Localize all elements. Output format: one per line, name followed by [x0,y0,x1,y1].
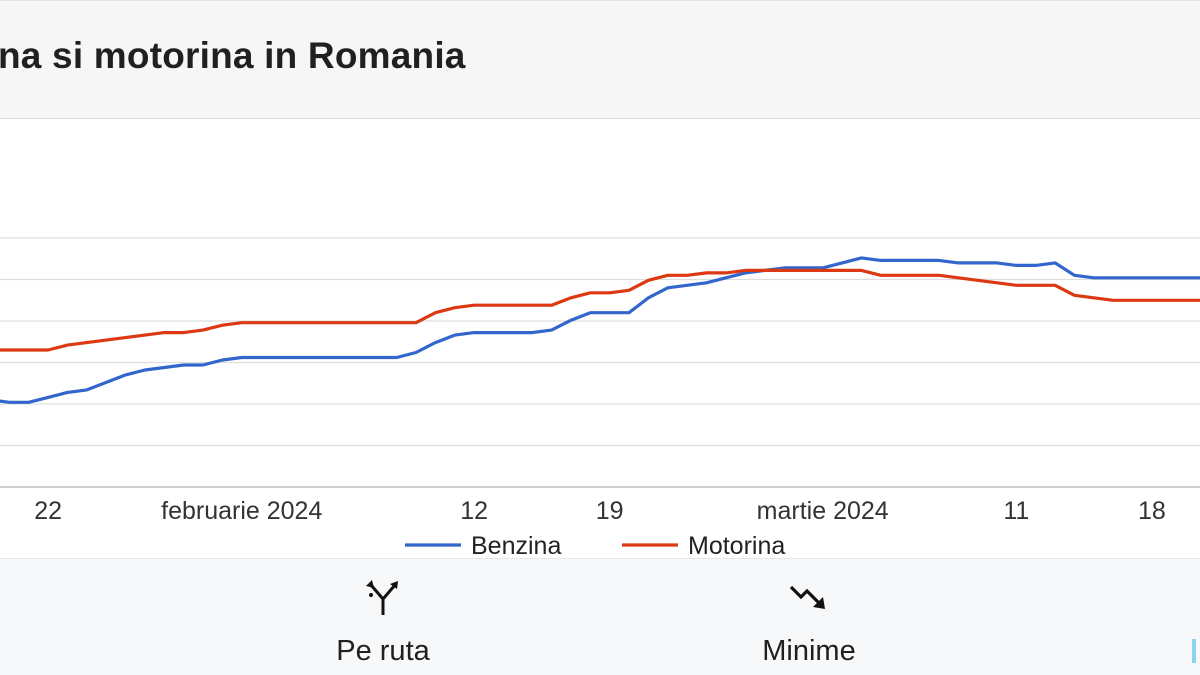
x-tick-label: 22 [34,497,62,525]
x-tick-label: 12 [460,497,488,525]
trend-down-icon [789,585,825,609]
x-tick-label: februarie 2024 [161,497,322,525]
legend-item-benzina: Benzina [405,532,561,558]
series-line-motorina [0,268,1200,352]
nav-item-partial[interactable] [1192,639,1196,663]
bottom-navigation: Pe ruta Minime [0,558,1200,675]
nav-item-pe-ruta[interactable]: Pe ruta [283,559,483,675]
legend-label: Motorina [688,532,785,558]
legend-item-motorina: Motorina [622,532,785,558]
x-tick-label: martie 2024 [757,497,889,525]
chart-area: 22 februarie 2024 12 19 martie 2024 11 18 Benz… [0,120,1200,558]
chart-legend: Benzina Motorina [405,532,785,558]
x-tick-label: 11 [1003,497,1029,525]
nav-label-pe-ruta: Pe ruta [336,635,430,667]
series-lines [0,256,1200,404]
nav-label-minime: Minime [762,635,856,667]
page-title: na si motorina in Romania [0,35,466,76]
series-line-benzina [0,256,1200,404]
line-chart: 22 februarie 2024 12 19 martie 2024 11 18 Benz… [0,237,1200,558]
grid-lines [0,237,1200,488]
route-fork-icon [366,580,398,615]
x-tick-label: 19 [596,497,624,525]
x-tick-label: 18 [1138,497,1166,525]
legend-label: Benzina [471,532,561,558]
nav-item-minime[interactable]: Minime [709,559,909,675]
x-axis-tick-labels: 22 februarie 2024 12 19 martie 2024 11 18 [34,497,1166,525]
chart-header: na si motorina in Romania [0,0,1200,119]
